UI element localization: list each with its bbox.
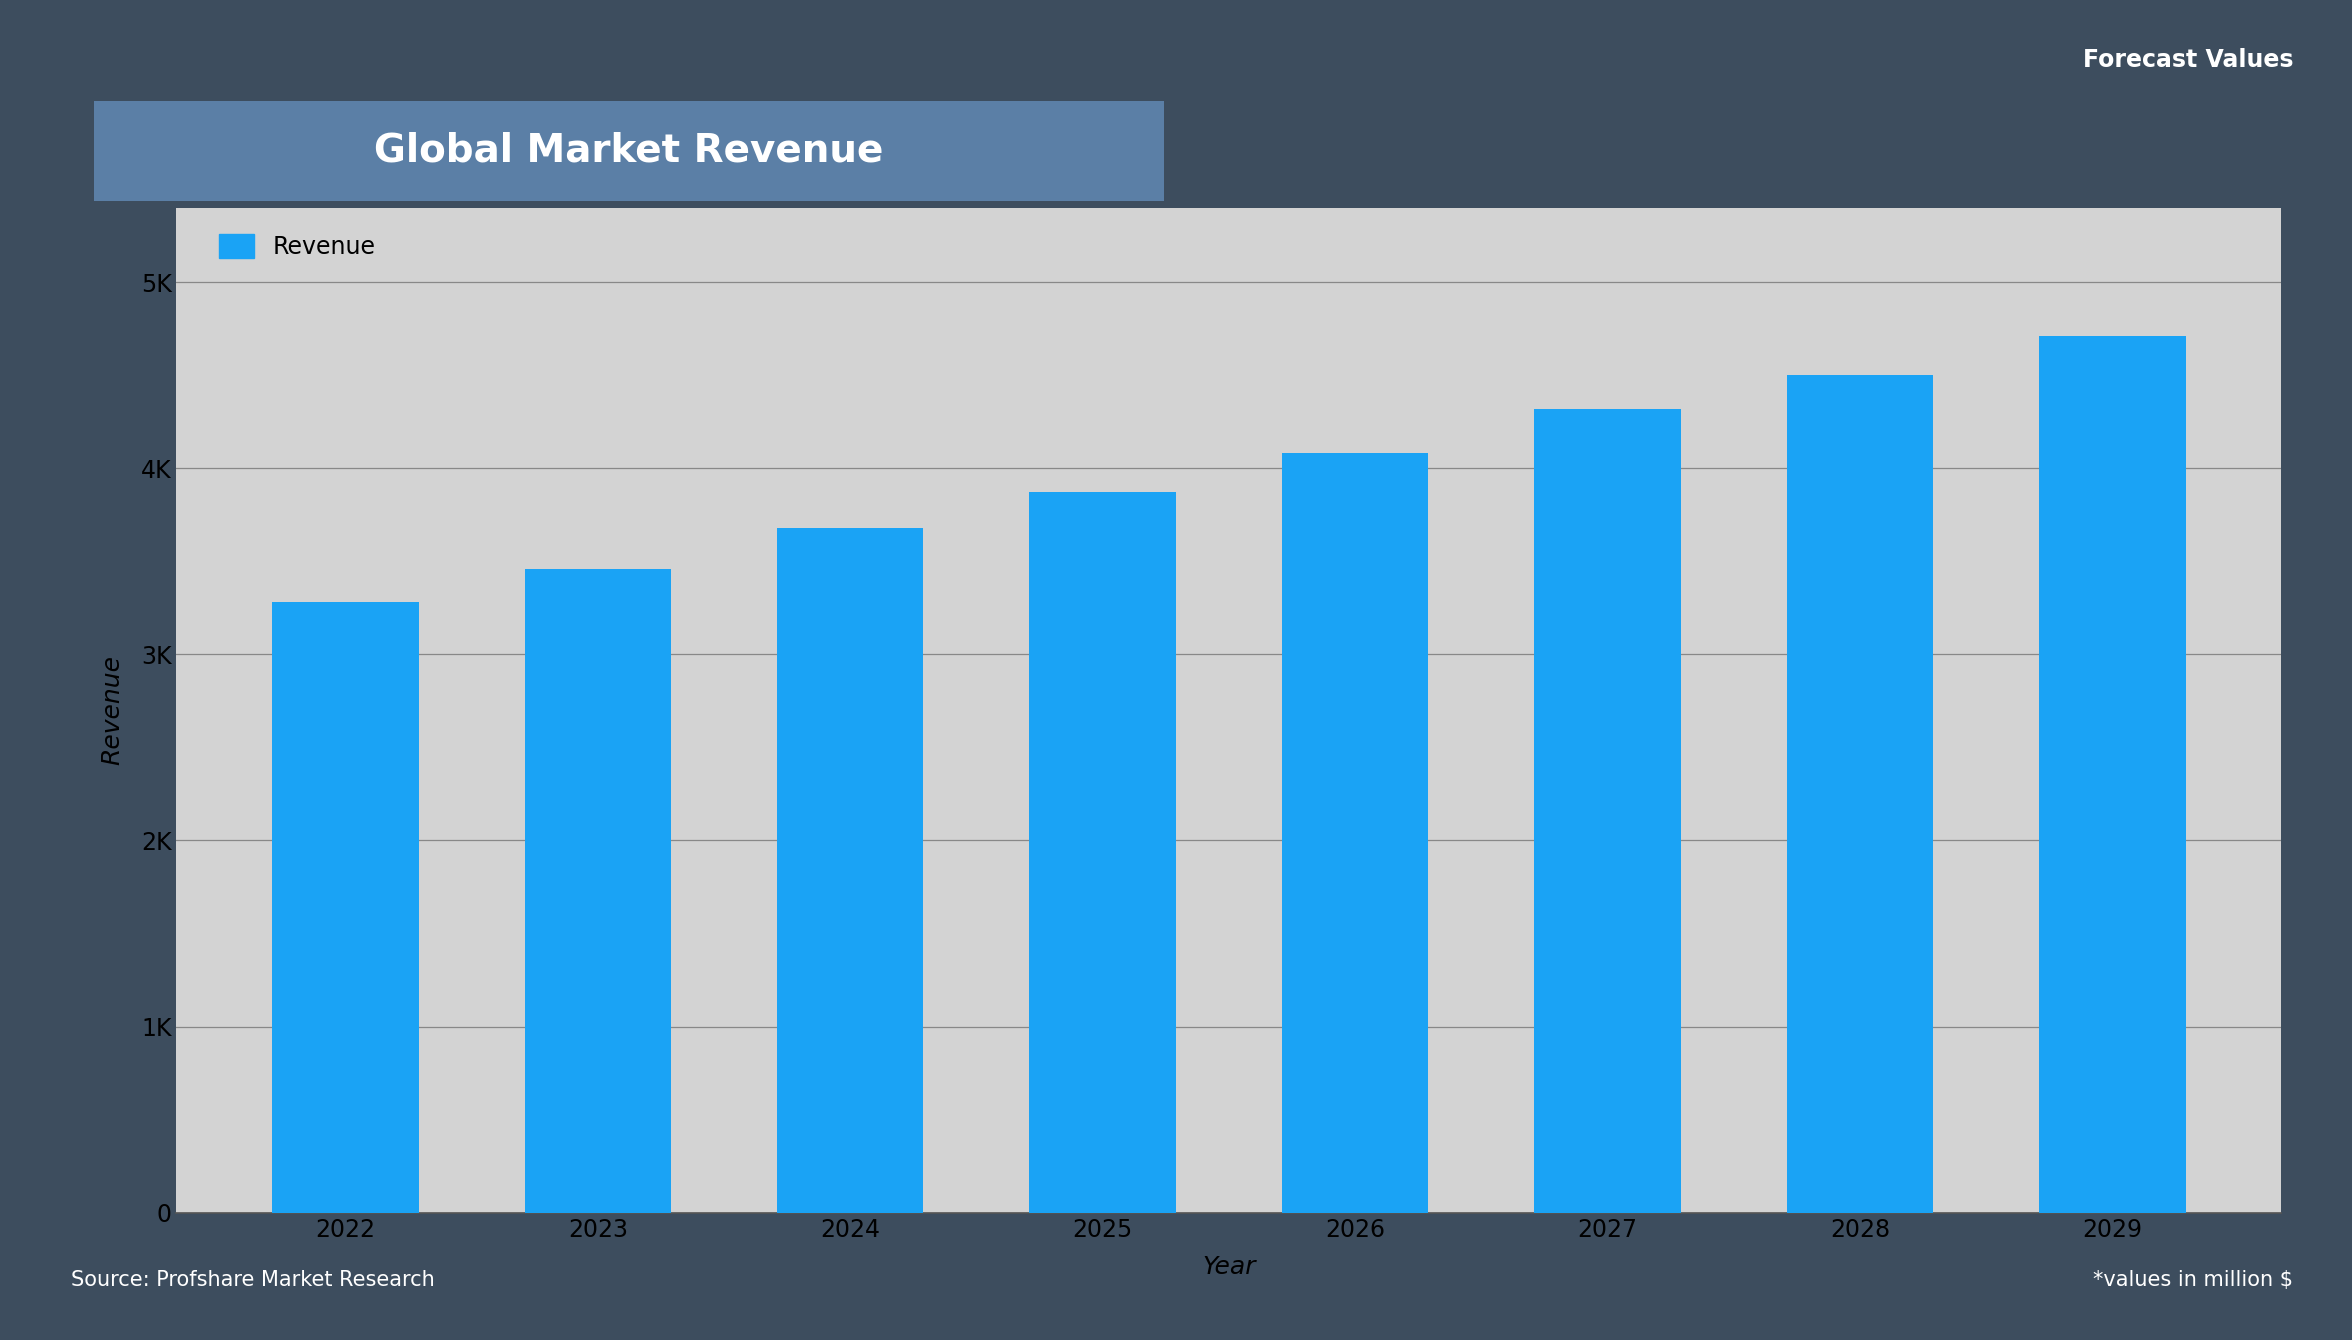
Bar [1534,409,1682,1213]
Text: Global Market Revenue: Global Market Revenue [374,131,884,170]
Text: *values in million $: *values in million $ [2093,1270,2293,1289]
Bar [524,568,670,1213]
Text: Source: Profshare Market Research: Source: Profshare Market Research [71,1270,435,1289]
Bar [776,528,924,1213]
Bar [1282,453,1428,1213]
Bar [2039,336,2185,1213]
Bar [1030,493,1176,1213]
Bar [273,602,419,1213]
Y-axis label: Revenue: Revenue [101,655,125,765]
Text: Forecast Values: Forecast Values [2084,48,2293,72]
Legend: Revenue: Revenue [209,225,386,268]
Bar [1788,375,1933,1213]
X-axis label: Year: Year [1202,1256,1256,1280]
